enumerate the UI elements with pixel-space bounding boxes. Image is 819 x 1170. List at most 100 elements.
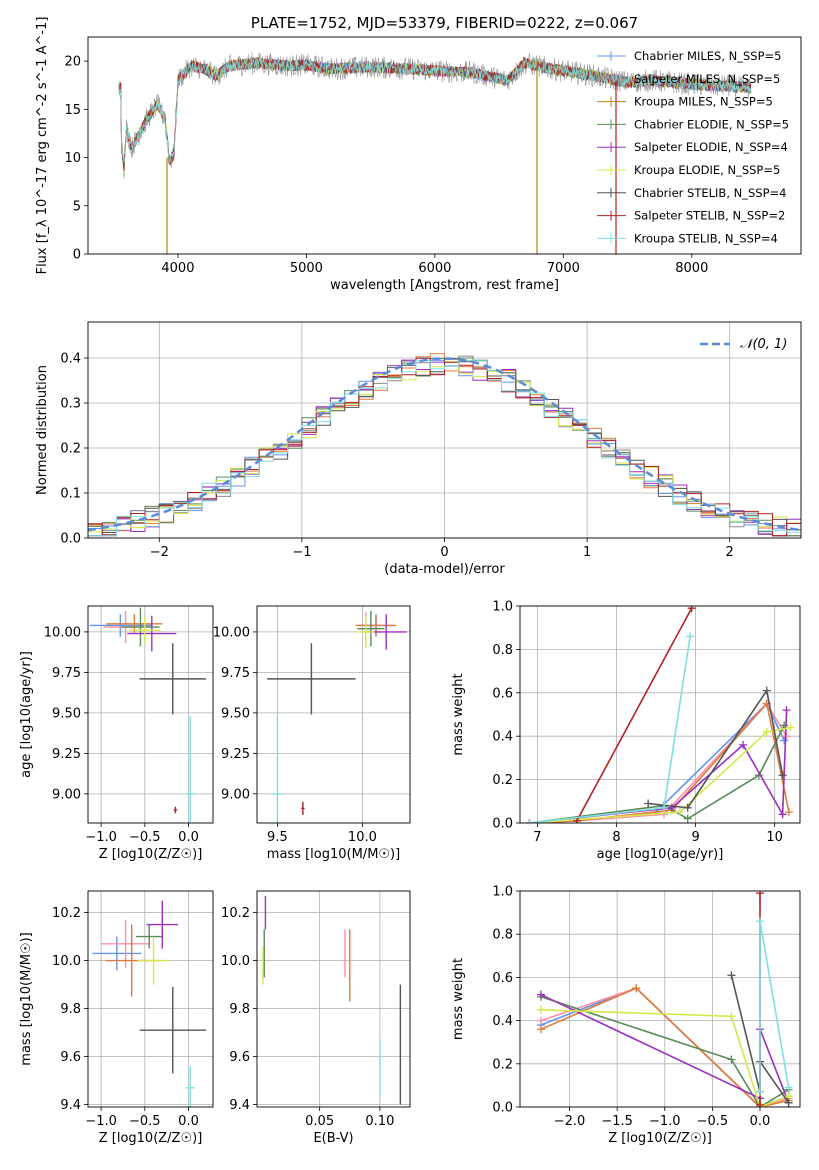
y-tick-label: 9.4 xyxy=(229,1098,250,1113)
gridlines xyxy=(88,606,213,823)
weight-marker xyxy=(675,808,684,817)
y-tick-label: 10.0 xyxy=(52,954,81,969)
weight-data xyxy=(536,891,793,1107)
legend-label: Salpeter ELODIE, N_SSP=4 xyxy=(634,140,788,154)
errorbar-point xyxy=(301,801,305,815)
y-axis-label: mass weight xyxy=(451,958,466,1040)
axes-frame xyxy=(256,890,411,1108)
axes-frame xyxy=(87,890,214,1108)
weight-marker xyxy=(778,771,787,780)
errorbar-point xyxy=(139,643,207,715)
legend-label: Chabrier ELODIE, N_SSP=5 xyxy=(634,117,789,131)
ticks: 0.05 0.10 9.4 9.6 9.8 10.0 10.2 xyxy=(221,906,394,1129)
legend-label: Kroupa STELIB, N_SSP=4 xyxy=(634,231,778,245)
y-tick-label: 9.75 xyxy=(52,666,81,681)
age-vs-metallicity-panel: −1.0 −0.5 0.0 9.00 9.25 9.50 9.75 10.00 Z [log10… xyxy=(19,605,214,862)
y-tick-label: 10 xyxy=(64,151,81,166)
y-tick-label: 9.25 xyxy=(221,747,250,762)
legend-label: Kroupa ELODIE, N_SSP=5 xyxy=(634,163,780,177)
errorbar-point xyxy=(121,607,160,647)
errorbar-point xyxy=(136,924,163,949)
weight-marker xyxy=(739,740,748,749)
weight-marker xyxy=(686,632,695,641)
y-tick-label: 10.2 xyxy=(221,906,250,921)
y-tick-label: 10.0 xyxy=(221,954,250,969)
gridlines xyxy=(88,891,213,1107)
x-tick-label: 1 xyxy=(583,545,591,560)
age-vs-mass-panel: 9.5 10.0 9.00 9.25 9.50 9.75 10.00 mass [log10(… xyxy=(213,605,411,862)
spectrum-line xyxy=(118,52,752,179)
x-tick-label: −1 xyxy=(292,545,311,560)
spectrum-line xyxy=(118,57,752,164)
weight-marker xyxy=(659,803,668,812)
y-axis-label: age [log10(age/yr)] xyxy=(19,651,34,778)
x-tick-label: −2 xyxy=(150,545,169,560)
weight-line xyxy=(540,987,789,1107)
weight-line xyxy=(529,726,791,823)
ticks: −1.0 −0.5 0.0 9.4 9.6 9.8 10.0 10.2 xyxy=(52,906,199,1129)
errorbar-data xyxy=(89,607,207,823)
x-axis-label: Z [log10(Z/Z☉)] xyxy=(608,1131,712,1146)
x-tick-label: −1.0 xyxy=(649,1114,681,1129)
y-tick-label: 9.50 xyxy=(221,706,250,721)
errorbar-point xyxy=(357,610,385,647)
weight-marker xyxy=(667,803,676,812)
x-axis-label: E(B-V) xyxy=(313,1131,353,1146)
y-tick-label: 15 xyxy=(64,103,81,118)
spectrum-data xyxy=(118,52,752,254)
x-tick-label: 2 xyxy=(726,545,734,560)
x-tick-label: −1.0 xyxy=(85,830,117,845)
errorbar-point xyxy=(137,936,170,985)
y-tick-label: 9.75 xyxy=(221,666,250,681)
weight-marker xyxy=(727,1055,736,1064)
ticks: 4000 5000 6000 7000 8000 0 5 10 15 20 xyxy=(64,55,708,276)
y-tick-label: 9.6 xyxy=(60,1050,81,1065)
ticks: −2.0 −1.5 −1.0 −0.5 0.0 0.0 0.2 0.4 0.6 0.8 1.0 xyxy=(492,885,770,1130)
mass-vs-extinction-panel: 0.05 0.10 9.4 9.6 9.8 10.0 10.2 E(B-V) xyxy=(221,890,411,1146)
weight-marker xyxy=(536,990,545,999)
y-tick-label: 0.6 xyxy=(492,686,513,701)
ticks: −1.0 −0.5 0.0 9.00 9.25 9.50 9.75 10.00 xyxy=(44,625,199,845)
weight-marker xyxy=(727,971,736,980)
residual-panel: −2 −1 0 1 2 0.0 0.1 0.2 0.3 0.4 (data-model)/error… xyxy=(35,321,802,577)
weight-marker xyxy=(727,1012,736,1021)
weight-marker xyxy=(683,814,692,823)
weight-data xyxy=(525,606,795,823)
x-tick-label: 4000 xyxy=(161,261,194,276)
y-tick-label: 0.2 xyxy=(60,442,81,457)
gridlines xyxy=(257,891,410,1107)
y-tick-label: 0.8 xyxy=(492,643,513,658)
legend-label: Chabrier MILES, N_SSP=5 xyxy=(634,49,781,63)
x-tick-label: −2.0 xyxy=(554,1114,586,1129)
x-tick-label: −1.0 xyxy=(85,1114,117,1129)
weight-marker xyxy=(644,799,653,808)
gridlines xyxy=(520,890,800,1108)
weight-marker xyxy=(756,917,764,926)
y-tick-label: 0.2 xyxy=(492,1057,513,1072)
y-tick-label: 1.0 xyxy=(492,885,513,900)
ticks: 7 8 9 10 0.0 0.2 0.4 0.6 0.8 1.0 xyxy=(492,600,783,846)
x-tick-label: −0.5 xyxy=(129,1114,161,1129)
y-tick-label: 9.00 xyxy=(52,787,81,802)
x-tick-label: −1.5 xyxy=(601,1114,633,1129)
y-axis-label: mass [log10(M/M☉)] xyxy=(19,932,34,1065)
weight-marker xyxy=(782,732,791,741)
y-tick-label: 10.00 xyxy=(44,625,81,640)
axes-frame xyxy=(87,605,214,824)
weight-line xyxy=(648,688,784,809)
x-tick-label: 0 xyxy=(440,545,448,560)
y-tick-label: 1.0 xyxy=(492,600,513,615)
y-tick-label: 0.0 xyxy=(492,817,513,832)
x-axis-label: Z [log10(Z/Z☉)] xyxy=(99,847,203,862)
errorbar-point xyxy=(173,806,178,814)
legend: 𝒩(0, 1) xyxy=(700,337,787,352)
y-tick-label: 0 xyxy=(73,248,81,263)
errorbar-point xyxy=(267,643,356,715)
x-tick-label: 0.05 xyxy=(305,1114,334,1129)
weight-line xyxy=(529,636,691,823)
x-axis-label: mass [log10(M/M☉)] xyxy=(267,847,400,862)
y-tick-label: 0.3 xyxy=(60,397,81,412)
weight-marker xyxy=(762,686,771,695)
x-tick-label: 0.0 xyxy=(178,1114,199,1129)
